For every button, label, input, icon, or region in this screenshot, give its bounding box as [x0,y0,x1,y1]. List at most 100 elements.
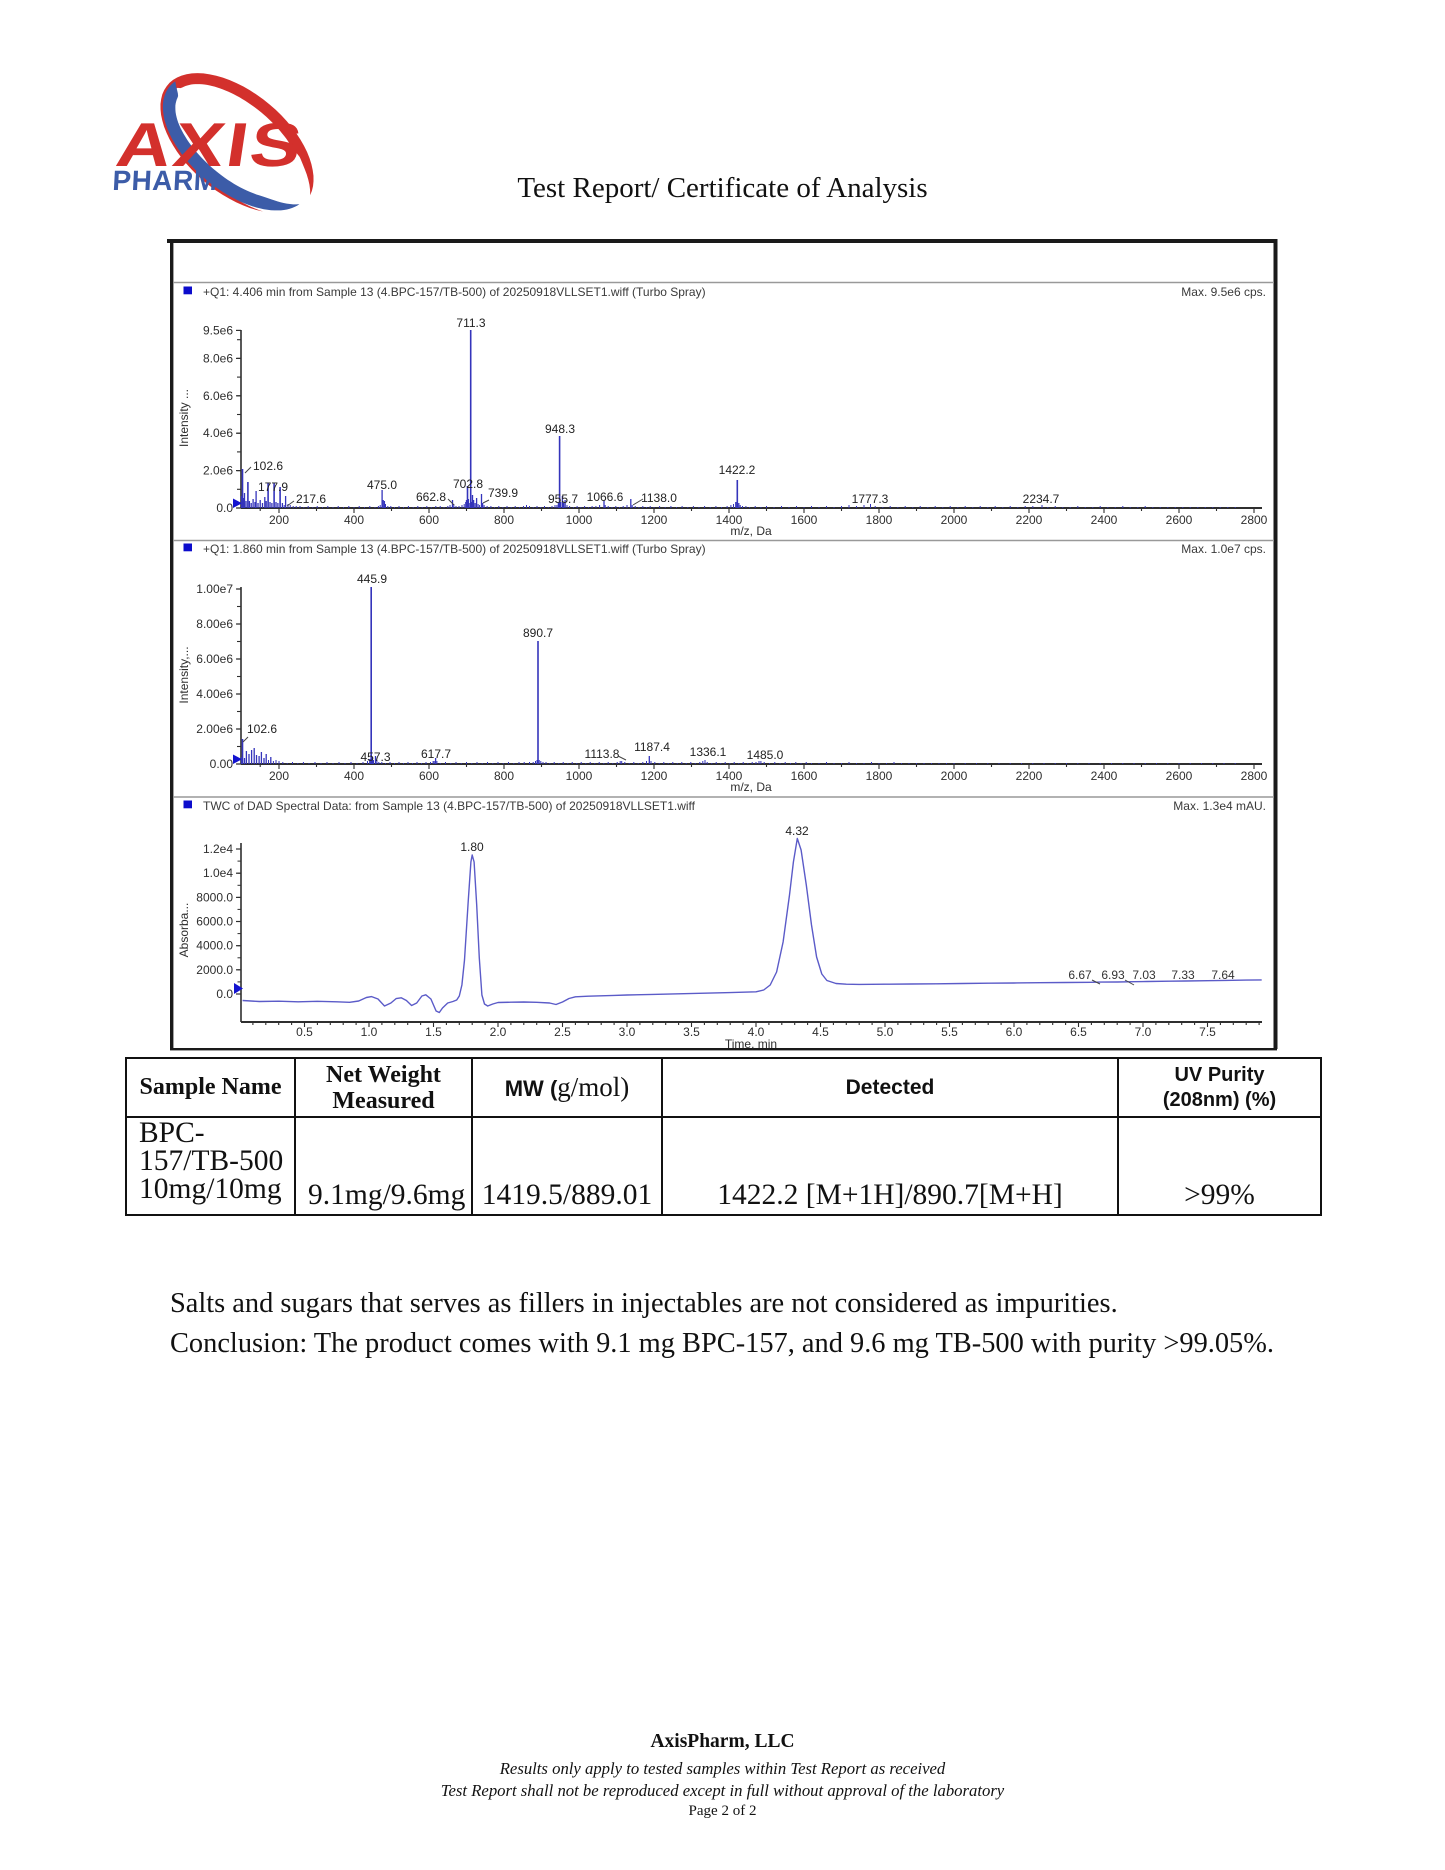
svg-text:2400: 2400 [1091,513,1118,527]
svg-text:6.67: 6.67 [1068,968,1092,982]
svg-text:2.0: 2.0 [490,1025,507,1039]
svg-text:4.0e6: 4.0e6 [203,426,233,440]
svg-text:7.33: 7.33 [1171,968,1195,982]
svg-text:6000.0: 6000.0 [196,915,233,929]
svg-text:1138.0: 1138.0 [641,491,677,505]
svg-text:8.0e6: 8.0e6 [203,351,233,365]
svg-text:4.00e6: 4.00e6 [196,687,233,701]
svg-text:+Q1: 4.406 min from Sample 13: +Q1: 4.406 min from Sample 13 (4.BPC-157… [203,285,706,299]
svg-text:800: 800 [494,513,514,527]
svg-text:890.7: 890.7 [523,626,553,640]
svg-text:457.3: 457.3 [360,750,390,764]
svg-text:1.80: 1.80 [460,840,484,854]
svg-text:1000: 1000 [566,513,593,527]
svg-text:1400: 1400 [716,513,743,527]
svg-text:955.7: 955.7 [548,492,578,506]
svg-text:7.03: 7.03 [1132,968,1156,982]
svg-text:1.0e4: 1.0e4 [203,866,233,880]
svg-text:800: 800 [494,769,514,783]
svg-text:2800: 2800 [1241,769,1268,783]
svg-text:1000: 1000 [566,769,593,783]
svg-text:6.00e6: 6.00e6 [196,652,233,666]
svg-text:102.6: 102.6 [253,459,283,473]
svg-text:1.2e4: 1.2e4 [203,842,233,856]
svg-text:2000: 2000 [941,769,968,783]
svg-text:5.5: 5.5 [941,1025,958,1039]
svg-text:PHARM: PHARM [112,165,219,196]
svg-text:102.6: 102.6 [247,722,277,736]
svg-text:600: 600 [419,769,439,783]
svg-text:400: 400 [344,513,364,527]
svg-text:4.5: 4.5 [812,1025,829,1039]
svg-text:9.5e6: 9.5e6 [203,323,233,337]
svg-text:Intensity ...: Intensity ... [177,389,191,447]
svg-text:8000.0: 8000.0 [196,890,233,904]
svg-text:1800: 1800 [866,769,893,783]
svg-text:948.3: 948.3 [545,422,575,436]
svg-text:7.5: 7.5 [1199,1025,1216,1039]
svg-text:0.5: 0.5 [296,1025,313,1039]
svg-text:2600: 2600 [1166,769,1193,783]
svg-text:m/z, Da: m/z, Da [730,780,772,794]
svg-text:2000.0: 2000.0 [196,963,233,977]
svg-text:1600: 1600 [791,769,818,783]
svg-text:AXIS: AXIS [112,110,309,180]
svg-text:217.6: 217.6 [296,492,326,506]
svg-text:1066.6: 1066.6 [587,490,624,504]
svg-text:3.5: 3.5 [683,1025,700,1039]
svg-text:2.0e6: 2.0e6 [203,464,233,478]
svg-text:6.5: 6.5 [1070,1025,1087,1039]
svg-text:2234.7: 2234.7 [1023,492,1060,506]
svg-text:2.00e6: 2.00e6 [196,722,233,736]
svg-text:4.32: 4.32 [785,824,809,838]
svg-text:1400: 1400 [716,769,743,783]
svg-text:Max. 1.3e4 mAU.: Max. 1.3e4 mAU. [1173,799,1266,813]
svg-text:0.0: 0.0 [216,501,233,515]
svg-text:Absorba...: Absorba... [177,903,191,958]
svg-text:1422.2: 1422.2 [719,463,756,477]
svg-text:3.0: 3.0 [619,1025,636,1039]
svg-text:1.5: 1.5 [425,1025,442,1039]
svg-text:1.0: 1.0 [361,1025,378,1039]
svg-text:m/z, Da: m/z, Da [730,524,772,538]
svg-text:445.9: 445.9 [357,572,387,586]
svg-text:2800: 2800 [1241,513,1268,527]
svg-text:739.9: 739.9 [488,486,518,500]
svg-text:7.0: 7.0 [1135,1025,1152,1039]
svg-text:6.0: 6.0 [1006,1025,1023,1039]
svg-text:1200: 1200 [641,513,668,527]
svg-text:6.93: 6.93 [1101,968,1125,982]
svg-text:7.64: 7.64 [1211,968,1235,982]
svg-text:2.5: 2.5 [554,1025,571,1039]
svg-text:1.00e7: 1.00e7 [196,582,233,596]
svg-text:1777.3: 1777.3 [852,492,889,506]
svg-text:475.0: 475.0 [367,478,397,492]
svg-text:4000.0: 4000.0 [196,939,233,953]
svg-text:1600: 1600 [791,513,818,527]
svg-text:4.0: 4.0 [748,1025,765,1039]
svg-text:1113.8: 1113.8 [585,747,620,761]
svg-text:2200: 2200 [1016,513,1043,527]
svg-text:5.0: 5.0 [877,1025,894,1039]
svg-text:1187.4: 1187.4 [634,740,670,754]
svg-text:1200: 1200 [641,769,668,783]
svg-text:TWC of DAD Spectral Data: from: TWC of DAD Spectral Data: from Sample 13… [203,799,696,813]
svg-text:1800: 1800 [866,513,893,527]
svg-text:2600: 2600 [1166,513,1193,527]
svg-text:200: 200 [269,769,289,783]
svg-text:2400: 2400 [1091,769,1118,783]
svg-text:Max. 1.0e7 cps.: Max. 1.0e7 cps. [1181,542,1266,556]
svg-text:Max. 9.5e6 cps.: Max. 9.5e6 cps. [1181,285,1266,299]
svg-text:617.7: 617.7 [421,747,451,761]
svg-text:Time, min: Time, min [725,1037,777,1051]
svg-text:177.9: 177.9 [258,480,288,494]
svg-text:2000: 2000 [941,513,968,527]
svg-text:711.3: 711.3 [456,316,485,330]
svg-text:Intensity,...: Intensity,... [177,646,191,703]
svg-text:400: 400 [344,769,364,783]
svg-text:0.00: 0.00 [210,757,234,771]
svg-text:8.00e6: 8.00e6 [196,617,233,631]
svg-text:200: 200 [269,513,289,527]
svg-text:1485.0: 1485.0 [747,748,784,762]
svg-text:662.8: 662.8 [416,490,446,504]
